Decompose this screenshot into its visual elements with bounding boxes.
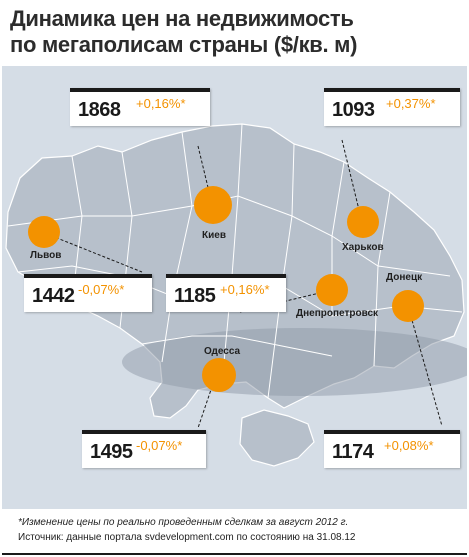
kharkov-dot[interactable] [347,206,379,238]
kiev-dot[interactable] [194,186,232,224]
footer-rule [2,553,467,555]
title-line-2: по мегаполисам страны ($/кв. м) [10,32,358,57]
lvov-price: 1442 [32,285,75,307]
dnipro-price-box: 1185 +0,16%* [166,274,286,312]
footnote: *Изменение цены по реально проведенным с… [18,517,349,528]
dnipro-label: Днепропетровск [296,308,379,319]
donetsk-dot[interactable] [392,290,424,322]
kharkov-label: Харьков [342,242,384,253]
lvov-dot[interactable] [28,216,60,248]
dnipro-dot[interactable] [316,274,348,306]
kiev-price: 1868 [78,99,121,121]
lvov-change: -0,07%* [78,282,125,297]
odessa-dot[interactable] [202,358,236,392]
kiev-change: +0,16%* [136,96,186,111]
map-title: Динамика цен на недвижимость по мегаполи… [10,6,465,58]
lvov-price-box: 1442 -0,07%* [24,274,152,312]
source-note: Источник: данные портала svdevelopment.c… [18,532,356,543]
dnipro-price: 1185 [174,285,216,307]
map-area: Киев Харьков Львов Днепропетровск Донецк… [2,66,467,509]
kharkov-price: 1093 [332,99,375,121]
lvov-label: Львов [30,250,62,261]
dnipro-change: +0,16%* [220,282,270,297]
odessa-price: 1495 [90,441,133,463]
odessa-change: -0,07%* [136,438,183,453]
kharkov-change: +0,37%* [386,96,436,111]
odessa-price-box: 1495 -0,07%* [82,430,206,468]
kiev-label: Киев [202,230,226,241]
sea-shadow [122,328,467,396]
donetsk-label: Донецк [386,272,423,283]
crimea-shape [239,409,315,467]
donetsk-change: +0,08%* [384,438,434,453]
donetsk-price-box: 1174 +0,08%* [324,430,460,468]
title-line-1: Динамика цен на недвижимость [10,6,354,31]
odessa-label: Одесса [204,346,241,357]
kharkov-price-box: 1093 +0,37%* [324,88,460,126]
kiev-price-box: 1868 +0,16%* [70,88,210,126]
footer: *Изменение цены по реально проведенным с… [2,509,467,557]
donetsk-price: 1174 [332,441,374,463]
